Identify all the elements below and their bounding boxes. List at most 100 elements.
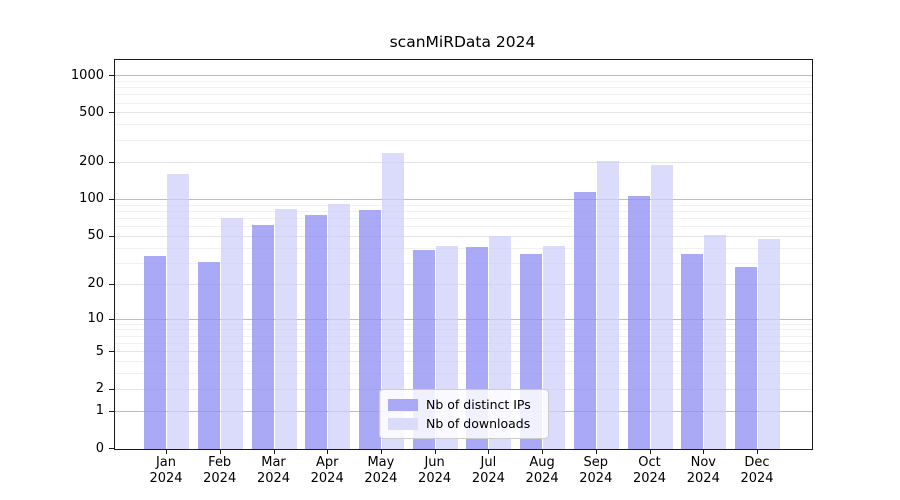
bar-downloads-mar-2024 xyxy=(274,208,297,449)
y-tick-mark xyxy=(109,112,114,114)
y-tick-mark xyxy=(109,161,114,163)
gridline-300 xyxy=(115,139,812,141)
y-tick-mark xyxy=(109,388,114,390)
x-tick-mark xyxy=(327,449,329,454)
bar-distinct-ips-may-2024 xyxy=(358,210,381,449)
x-tick-label-jul: Jul 2024 xyxy=(471,455,505,486)
x-tick-label-mar: Mar 2024 xyxy=(256,455,291,486)
x-tick-label-sep: Sep 2024 xyxy=(579,455,613,486)
plot-area xyxy=(114,59,813,450)
x-tick-mark xyxy=(488,449,490,454)
gridline-50 xyxy=(115,235,812,237)
y-tick-label-20: 20 xyxy=(87,276,104,292)
x-tick-mark xyxy=(757,449,758,454)
gridline-8 xyxy=(115,329,812,331)
y-tick-label-2: 2 xyxy=(95,381,104,397)
bar-distinct-ips-oct-2024 xyxy=(627,195,650,449)
x-tick-mark xyxy=(273,449,275,454)
legend-swatch-downloads xyxy=(388,417,418,430)
y-tick-label-100: 100 xyxy=(79,191,104,207)
x-tick-label-jun: Jun 2024 xyxy=(418,455,452,486)
y-tick-label-0: 0 xyxy=(95,440,104,456)
bar-downloads-nov-2024 xyxy=(704,234,727,449)
x-tick-mark xyxy=(649,449,651,454)
x-tick-label-nov: Nov 2024 xyxy=(686,455,720,486)
x-tick-mark xyxy=(434,449,436,454)
bar-distinct-ips-sep-2024 xyxy=(573,192,596,449)
gridline-5 xyxy=(115,351,812,353)
y-tick-label-500: 500 xyxy=(79,104,104,120)
gridline-3 xyxy=(115,373,812,375)
gridline-60 xyxy=(115,226,812,227)
y-tick-label-1: 1 xyxy=(95,403,104,419)
gridline-900 xyxy=(115,80,812,82)
gridline-1000 xyxy=(115,75,812,76)
x-tick-label-oct: Oct 2024 xyxy=(632,455,667,486)
bar-distinct-ips-nov-2024 xyxy=(681,254,704,449)
bar-downloads-jan-2024 xyxy=(167,174,189,449)
gridline-6 xyxy=(115,342,812,344)
bar-downloads-oct-2024 xyxy=(650,165,673,449)
gridline-100 xyxy=(115,198,812,200)
bar-downloads-sep-2024 xyxy=(596,161,619,449)
x-tick-mark xyxy=(380,449,382,454)
y-tick-mark xyxy=(109,75,114,76)
legend: Nb of distinct IPs Nb of downloads xyxy=(379,389,549,439)
x-tick-label-jan: Jan 2024 xyxy=(149,455,183,486)
x-tick-mark xyxy=(703,449,705,454)
bar-distinct-ips-apr-2024 xyxy=(305,215,328,449)
gridline-800 xyxy=(115,87,812,88)
gridline-90 xyxy=(115,204,812,206)
x-tick-mark xyxy=(542,449,544,454)
x-tick-label-aug: Aug 2024 xyxy=(525,455,559,486)
gridline-700 xyxy=(115,94,812,96)
x-tick-label-dec: Dec 2024 xyxy=(740,455,774,486)
y-tick-label-50: 50 xyxy=(87,228,104,244)
y-tick-mark xyxy=(109,235,114,237)
bar-downloads-feb-2024 xyxy=(220,218,243,449)
bar-distinct-ips-jan-2024 xyxy=(144,255,166,449)
bar-downloads-may-2024 xyxy=(381,152,404,449)
y-tick-mark xyxy=(109,351,114,353)
bar-distinct-ips-mar-2024 xyxy=(251,224,274,449)
gridline-40 xyxy=(115,247,812,249)
gridline-30 xyxy=(115,262,812,264)
gridline-7 xyxy=(115,335,812,337)
legend-item-downloads: Nb of downloads xyxy=(388,414,540,433)
legend-label-distinct-ips: Nb of distinct IPs xyxy=(426,397,531,412)
x-tick-mark xyxy=(595,449,597,454)
y-tick-mark xyxy=(109,448,114,449)
legend-label-downloads: Nb of downloads xyxy=(426,416,531,431)
gridline-9 xyxy=(115,323,812,325)
y-tick-label-10: 10 xyxy=(87,311,104,326)
y-tick-mark xyxy=(109,283,114,285)
y-tick-mark xyxy=(109,198,114,200)
y-tick-label-5: 5 xyxy=(95,343,104,359)
gridline-70 xyxy=(115,217,812,219)
legend-swatch-distinct-ips xyxy=(388,398,418,411)
x-tick-label-may: May 2024 xyxy=(364,455,398,486)
gridline-10 xyxy=(115,318,812,320)
bar-distinct-ips-dec-2024 xyxy=(735,267,757,449)
chart-title: scanMiRData 2024 xyxy=(389,33,536,51)
y-tick-label-1000: 1000 xyxy=(70,67,104,83)
y-tick-mark xyxy=(109,410,114,412)
gridline-4 xyxy=(115,361,812,363)
x-tick-mark xyxy=(166,449,167,454)
gridline-600 xyxy=(115,102,812,104)
gridline-20 xyxy=(115,283,812,285)
y-tick-mark xyxy=(109,318,114,320)
bar-distinct-ips-feb-2024 xyxy=(197,261,220,449)
x-tick-label-apr: Apr 2024 xyxy=(310,455,344,486)
gridline-80 xyxy=(115,210,812,212)
x-tick-mark xyxy=(219,449,221,454)
bar-downloads-dec-2024 xyxy=(758,238,780,449)
gridline-200 xyxy=(115,161,812,163)
legend-item-distinct-ips: Nb of distinct IPs xyxy=(388,395,540,414)
gridline-400 xyxy=(115,124,812,126)
y-tick-label-200: 200 xyxy=(79,154,104,170)
bar-downloads-apr-2024 xyxy=(328,204,351,449)
gridline-500 xyxy=(115,112,812,114)
x-tick-label-feb: Feb 2024 xyxy=(203,455,237,486)
